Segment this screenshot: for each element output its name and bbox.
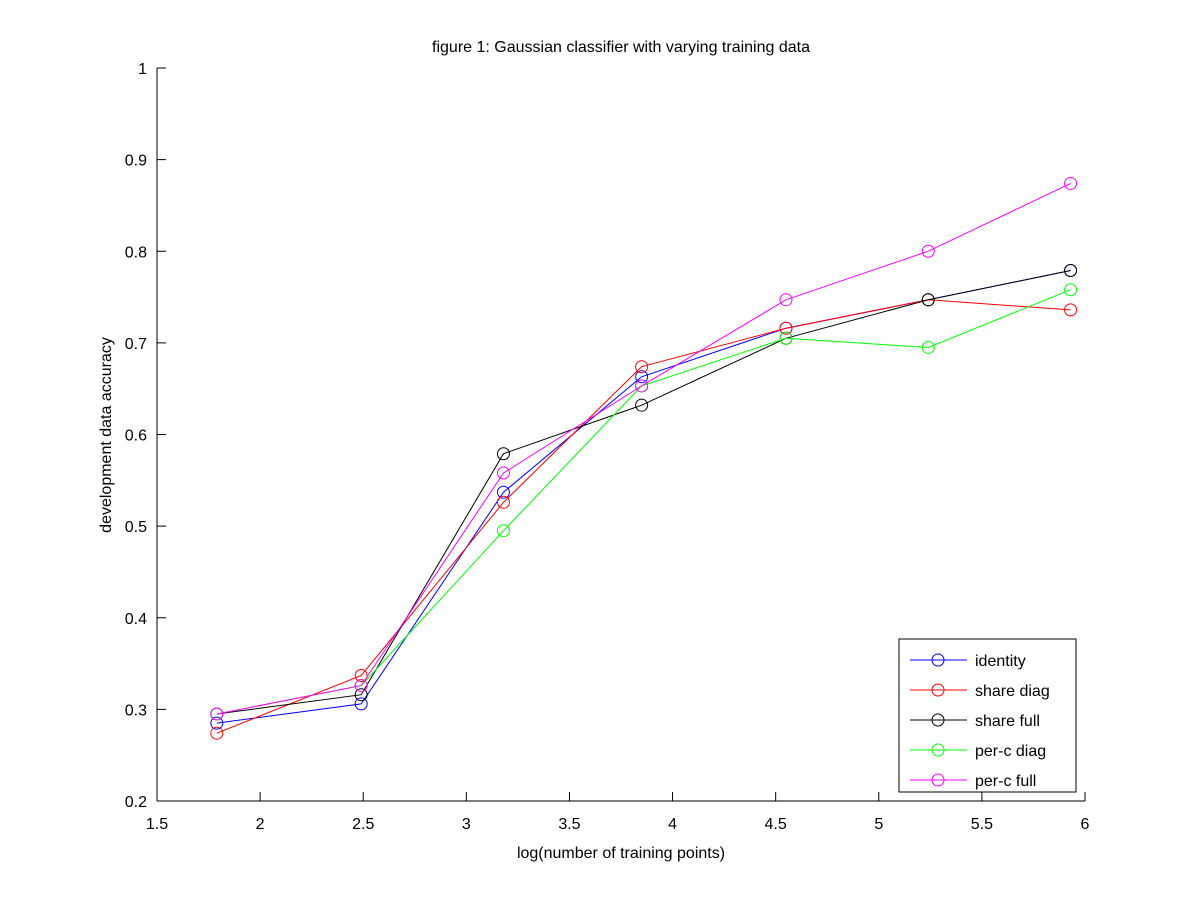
data-point-per-c-diag: [496, 524, 510, 538]
y-axis-label: development data accuracy: [98, 337, 115, 533]
legend-swatch-marker: [931, 773, 945, 787]
x-tick-label: 2: [256, 816, 265, 833]
data-point-per-c-full: [1064, 176, 1078, 190]
data-point-per-c-diag: [1064, 283, 1078, 297]
x-tick-label: 4: [668, 816, 677, 833]
y-tick-label: 0.5: [125, 519, 147, 536]
x-tick-label: 6: [1081, 816, 1090, 833]
data-point-per-c-full: [354, 679, 368, 693]
legend-label-identity: identity: [975, 653, 1026, 670]
y-tick-label: 0.7: [125, 336, 147, 353]
legend-swatch-marker: [931, 743, 945, 757]
y-tick-label: 0.2: [125, 794, 147, 811]
data-point-share-diag: [354, 668, 368, 682]
series-line-per-c-full: [216, 182, 1071, 715]
legend-box: [898, 638, 1077, 793]
legend-label-share-diag: share diag: [975, 683, 1050, 700]
x-tick-label: 2.5: [352, 816, 374, 833]
data-point-share-full: [354, 688, 368, 702]
y-tick-label: 0.4: [125, 611, 147, 628]
y-tick-label: 0.6: [125, 428, 147, 445]
data-point-per-c-full: [779, 293, 793, 307]
data-point-per-c-diag: [921, 340, 935, 354]
data-point-share-full: [921, 293, 935, 307]
x-tick-label: 5.5: [971, 816, 993, 833]
data-point-identity: [496, 485, 510, 499]
chart-title: figure 1: Gaussian classifier with varyi…: [432, 39, 810, 56]
y-tick-label: 0.8: [125, 244, 147, 261]
legend-swatch-marker: [931, 683, 945, 697]
data-point-identity: [635, 370, 649, 384]
data-point-share-full: [635, 398, 649, 412]
plot-series: [210, 176, 1078, 740]
data-point-per-c-full: [496, 466, 510, 480]
axes: 1.5 2 2.5 3 3.5 4 4.5 5 5.5 6 0.2 0.3 0.4 0.5 0.6 0.7 0.…: [125, 61, 1090, 833]
x-tick-label: 3.5: [558, 816, 580, 833]
legend-label-per-c-full: per-c full: [975, 773, 1036, 790]
data-point-share-diag: [496, 495, 510, 509]
legend: identity share diag share full per-c diag pe…: [898, 638, 1077, 793]
data-point-identity: [210, 716, 224, 730]
legend-label-per-c-diag: per-c diag: [975, 743, 1046, 760]
x-tick-label: 4.5: [765, 816, 787, 833]
data-point-per-c-diag: [779, 331, 793, 345]
series-line-share-full: [216, 270, 1071, 715]
legend-swatch-marker: [931, 653, 945, 667]
data-point-share-full: [1064, 263, 1078, 277]
data-point-per-c-full: [210, 707, 224, 721]
y-tick-label: 1: [138, 61, 147, 78]
data-point-per-c-full: [635, 379, 649, 393]
data-point-share-full: [496, 447, 510, 461]
x-tick-label: 1.5: [146, 816, 168, 833]
data-point-share-diag: [1064, 303, 1078, 317]
data-point-per-c-full: [921, 244, 935, 258]
x-tick-label: 3: [462, 816, 471, 833]
x-tick-label: 5: [874, 816, 883, 833]
data-point-share-diag: [779, 321, 793, 335]
y-tick-label: 0.3: [125, 702, 147, 719]
legend-swatch-marker: [931, 713, 945, 727]
y-tick-label: 0.9: [125, 153, 147, 170]
data-point-share-diag: [635, 360, 649, 374]
data-point-identity: [354, 697, 368, 711]
x-axis-label: log(number of training points): [517, 845, 725, 862]
data-point-share-diag: [210, 726, 224, 740]
legend-label-share-full: share full: [975, 713, 1040, 730]
